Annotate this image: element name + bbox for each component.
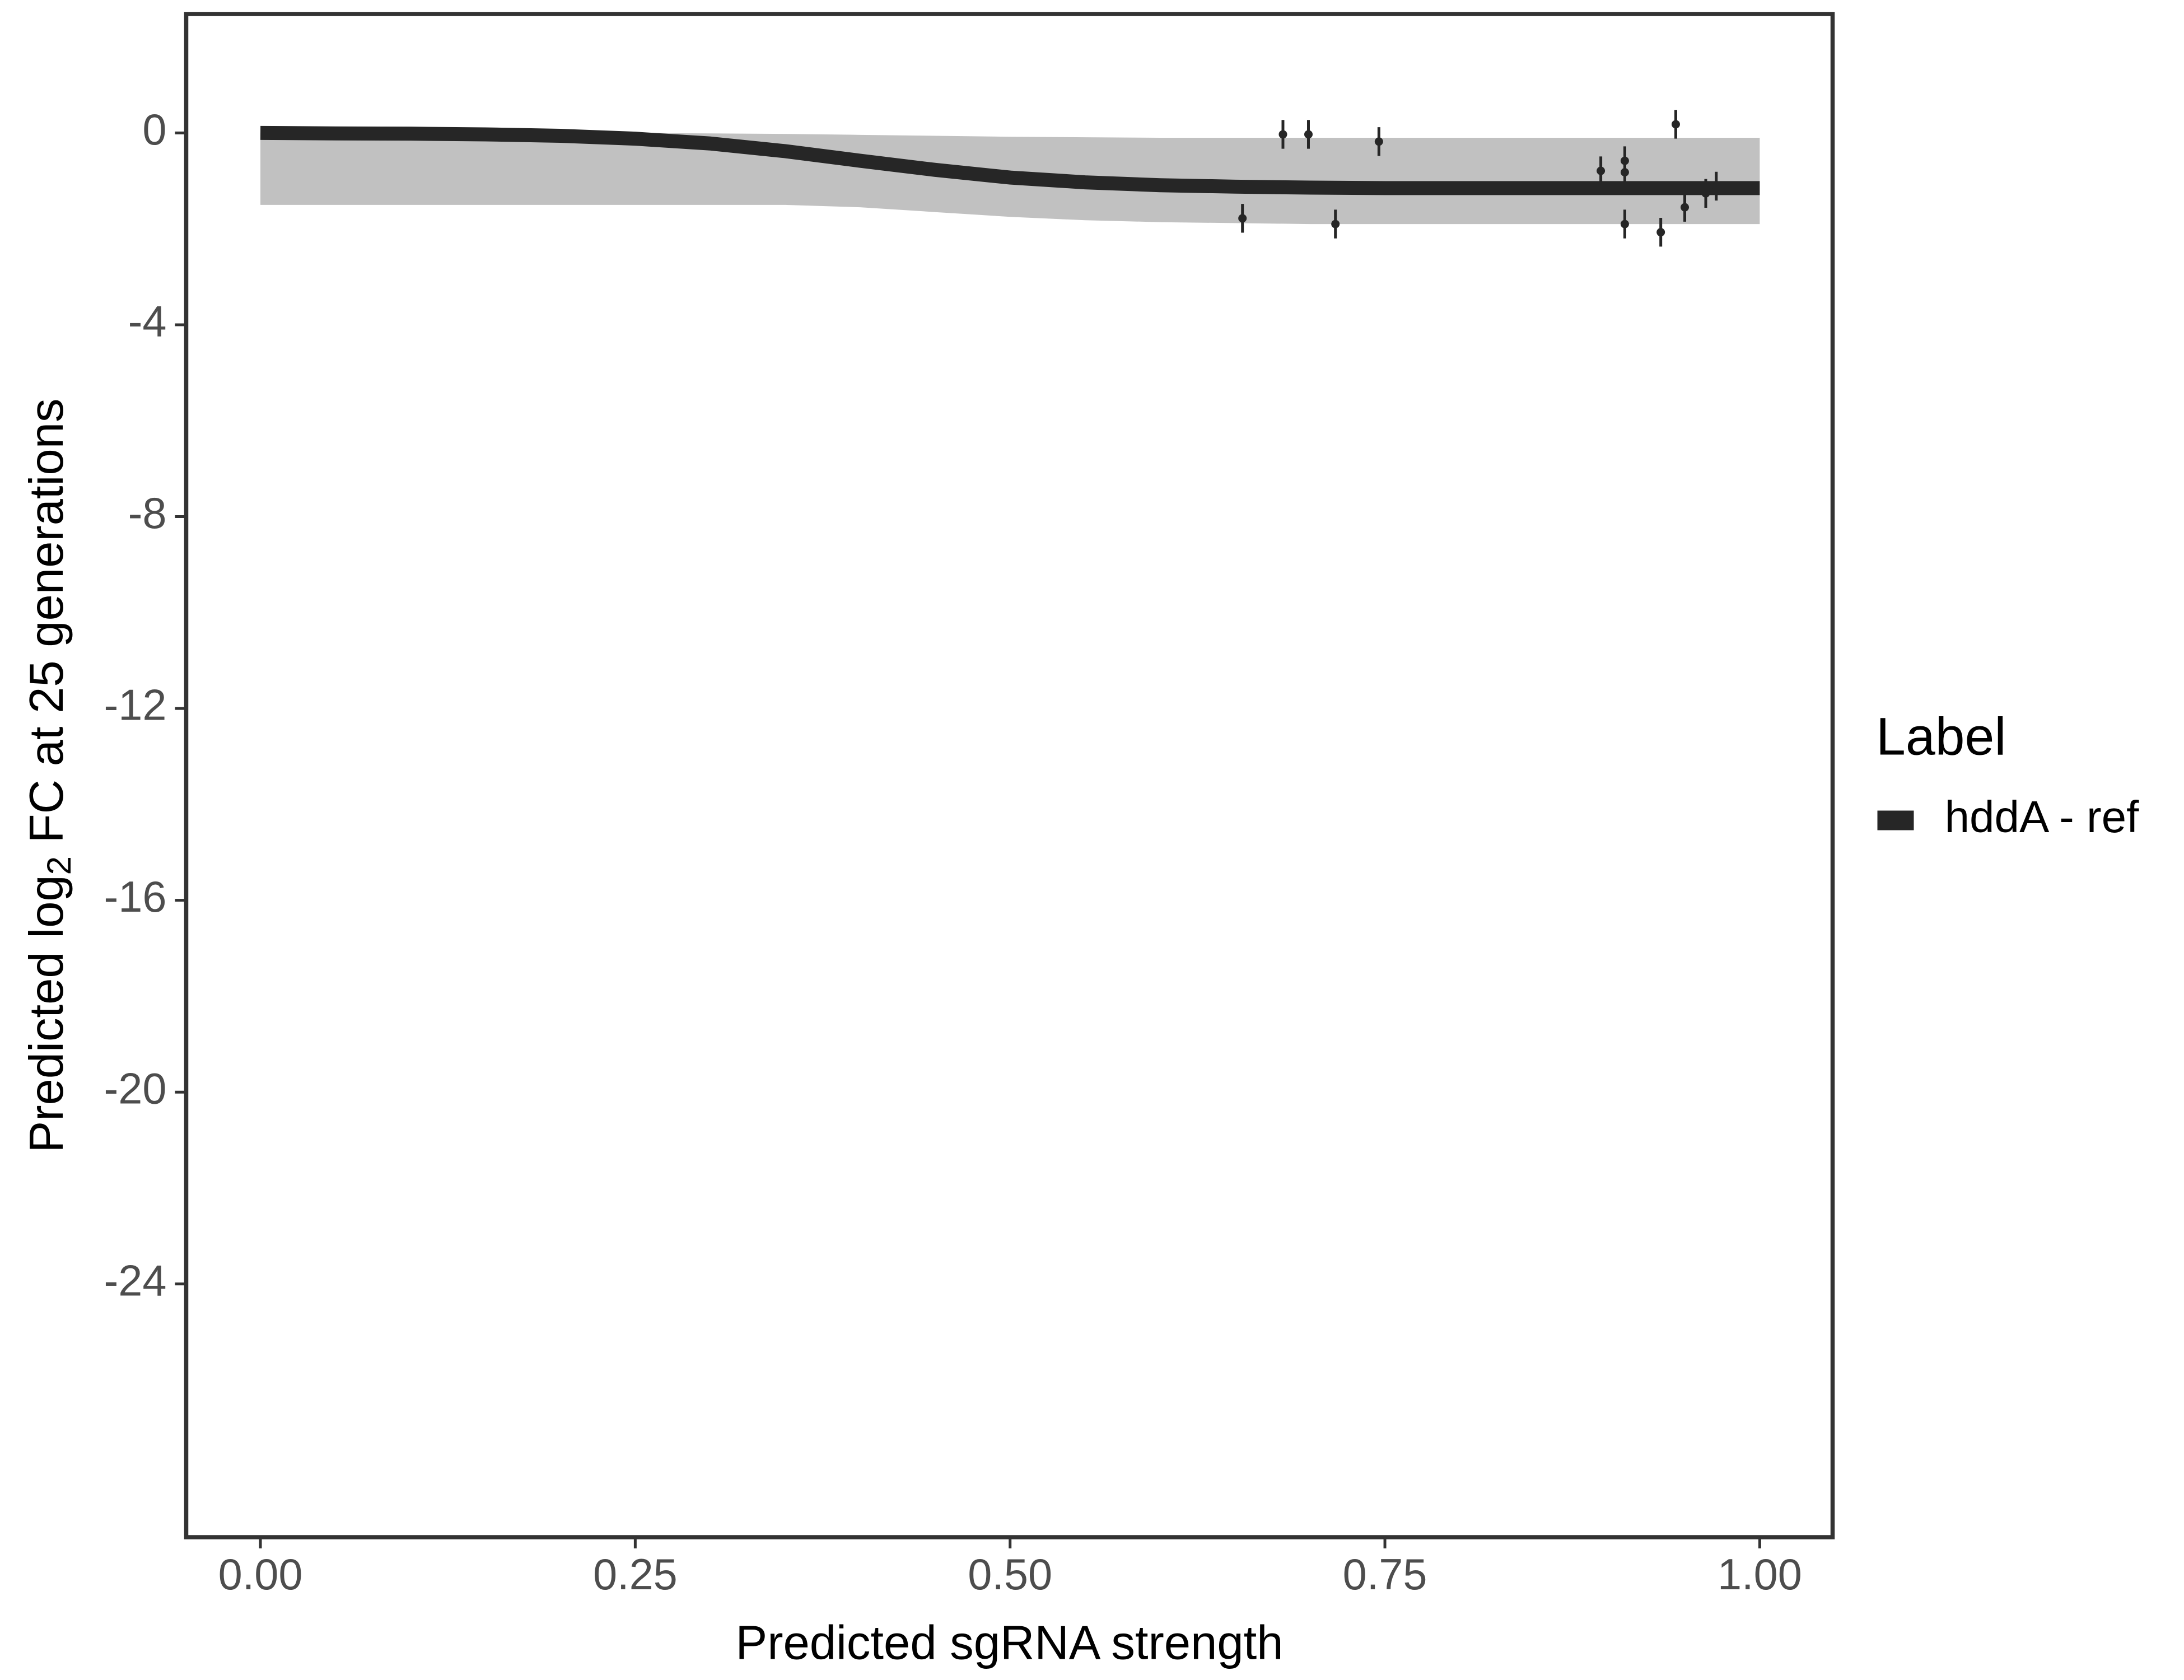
data-point: [1656, 228, 1665, 237]
data-point: [1681, 203, 1690, 212]
x-tick-label: 0.50: [968, 1551, 1052, 1599]
y-axis-title-part: FC at 25 generations: [20, 399, 73, 856]
data-point: [1597, 166, 1606, 175]
data-point: [1374, 137, 1383, 146]
y-tick-label: -4: [128, 297, 167, 346]
data-point: [1331, 220, 1340, 228]
data-point: [1701, 189, 1710, 198]
y-axis-title: Predicted log2 FC at 25 generations: [20, 399, 77, 1153]
legend-label: hddA - ref: [1945, 792, 2140, 842]
y-axis-title-subscript: 2: [40, 856, 78, 875]
y-axis-title-part: Predicted log: [20, 875, 73, 1152]
y-tick-label: -20: [104, 1065, 166, 1113]
data-point: [1304, 130, 1313, 139]
x-axis-title: Predicted sgRNA strength: [736, 1616, 1284, 1669]
data-point: [1712, 181, 1721, 190]
data-point: [1278, 130, 1287, 139]
data-point: [1620, 168, 1629, 177]
x-tick-label: 0.00: [218, 1551, 303, 1599]
y-tick-label: -16: [104, 873, 166, 921]
y-tick-label: 0: [142, 106, 166, 154]
legend-title: Label: [1876, 707, 2006, 767]
plot-border: [184, 12, 1835, 1539]
data-point: [1238, 214, 1247, 223]
y-tick-label: -12: [104, 682, 166, 730]
x-tick-label: 1.00: [1718, 1551, 1802, 1599]
x-tick-label: 0.75: [1343, 1551, 1427, 1599]
data-point: [1620, 220, 1629, 228]
y-tick-label: -8: [128, 489, 167, 538]
x-tick-label: 0.25: [593, 1551, 678, 1599]
y-tick-label: -24: [104, 1257, 166, 1305]
data-point: [1671, 120, 1680, 129]
legend-swatch: [1877, 810, 1914, 830]
series-line: [260, 125, 1760, 195]
